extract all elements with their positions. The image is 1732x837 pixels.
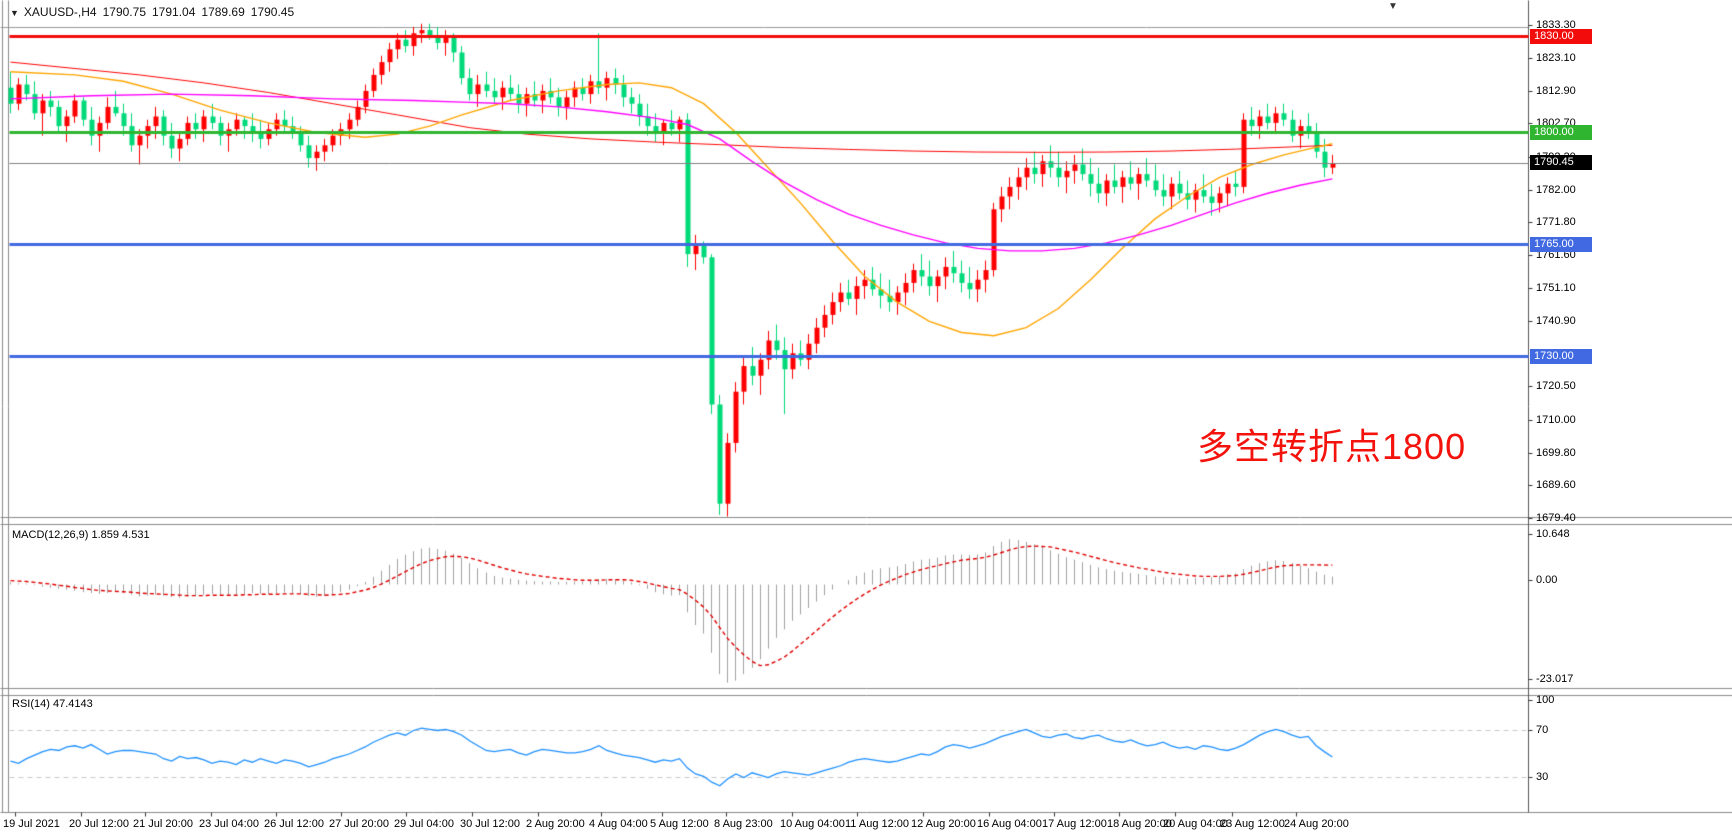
price-badge: 1800.00	[1530, 124, 1592, 140]
rsi-tick-label: 70	[1536, 724, 1549, 736]
time-label: 19 Jul 2021	[3, 818, 60, 830]
time-label: 23 Jul 04:00	[199, 818, 259, 830]
time-label: 27 Jul 20:00	[329, 818, 389, 830]
time-label: 26 Jul 12:00	[264, 818, 324, 830]
macd-tick-label: -23.017	[1536, 673, 1574, 685]
time-label: 11 Aug 12:00	[845, 818, 910, 830]
time-label: 16 Aug 04:00	[977, 818, 1042, 830]
quote-high: 1791.04	[152, 5, 196, 19]
price-tick-label: 1812.90	[1536, 84, 1576, 97]
rsi-tick-label: 30	[1536, 771, 1549, 783]
price-tick-label: 1782.00	[1536, 183, 1576, 196]
price-tick-label: 1833.30	[1536, 19, 1576, 32]
price-tick-label: 1761.60	[1536, 248, 1576, 261]
price-badge: 1790.45	[1530, 155, 1592, 171]
price-badge: 1830.00	[1530, 28, 1592, 44]
price-tick-label: 1699.80	[1536, 446, 1576, 459]
macd-indicator-label: MACD(12,26,9) 1.859 4.531	[12, 529, 150, 541]
quote-low: 1789.69	[201, 5, 245, 19]
chart-annotation-text: 多空转折点1800	[1197, 426, 1467, 467]
time-label: 5 Aug 12:00	[650, 818, 709, 830]
price-tick-label: 1823.10	[1536, 52, 1576, 65]
price-badge: 1765.00	[1530, 236, 1592, 252]
time-label: 18 Aug 20:00	[1107, 818, 1172, 830]
price-tick-label: 1710.00	[1536, 414, 1576, 426]
price-tick-label: 1740.90	[1536, 315, 1576, 328]
time-label: 4 Aug 04:00	[589, 818, 648, 830]
time-label: 17 Aug 12:00	[1042, 818, 1107, 830]
time-label: 20 Jul 12:00	[69, 818, 129, 830]
price-tick-label: 1751.10	[1536, 282, 1576, 295]
time-label: 8 Aug 23:00	[714, 818, 773, 830]
time-label: 30 Jul 12:00	[460, 818, 520, 830]
chart-shift-marker-icon[interactable]: ▼	[1388, 1, 1398, 12]
macd-tick-label: 10.648	[1536, 528, 1570, 540]
symbol-title: XAUUSD-,H4	[23, 5, 97, 19]
time-label: 10 Aug 04:00	[780, 818, 845, 830]
quote-close: 1790.45	[250, 5, 295, 19]
quote-open: 1790.75	[102, 5, 146, 19]
price-tick-label: 1720.50	[1536, 380, 1576, 393]
time-label: 23 Aug 12:00	[1220, 818, 1285, 830]
time-label: 21 Jul 20:00	[133, 818, 193, 830]
price-tick-label: 1679.40	[1536, 511, 1576, 524]
macd-tick-label: 0.00	[1536, 574, 1558, 586]
price-badge: 1730.00	[1530, 348, 1592, 364]
time-label: 29 Jul 04:00	[394, 818, 454, 830]
chevron-down-icon: ▼	[10, 8, 19, 18]
price-tick-label: 1689.60	[1536, 479, 1576, 492]
rsi-indicator-label: RSI(14) 47.4143	[12, 698, 93, 710]
rsi-tick-label: 100	[1536, 694, 1555, 706]
symbol-header: ▼ XAUUSD-,H4 1790.75 1791.04 1789.69 1790.45	[10, 5, 300, 19]
time-label: 24 Aug 20:00	[1284, 818, 1349, 830]
time-label: 12 Aug 20:00	[911, 818, 976, 830]
price-tick-label: 1771.80	[1536, 216, 1576, 229]
time-label: 2 Aug 20:00	[526, 818, 585, 830]
time-label: 20 Aug 04:00	[1163, 818, 1228, 830]
